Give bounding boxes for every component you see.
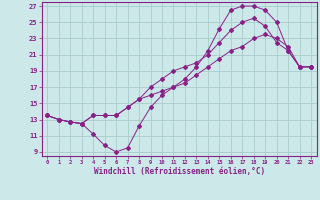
X-axis label: Windchill (Refroidissement éolien,°C): Windchill (Refroidissement éolien,°C) [94,167,265,176]
